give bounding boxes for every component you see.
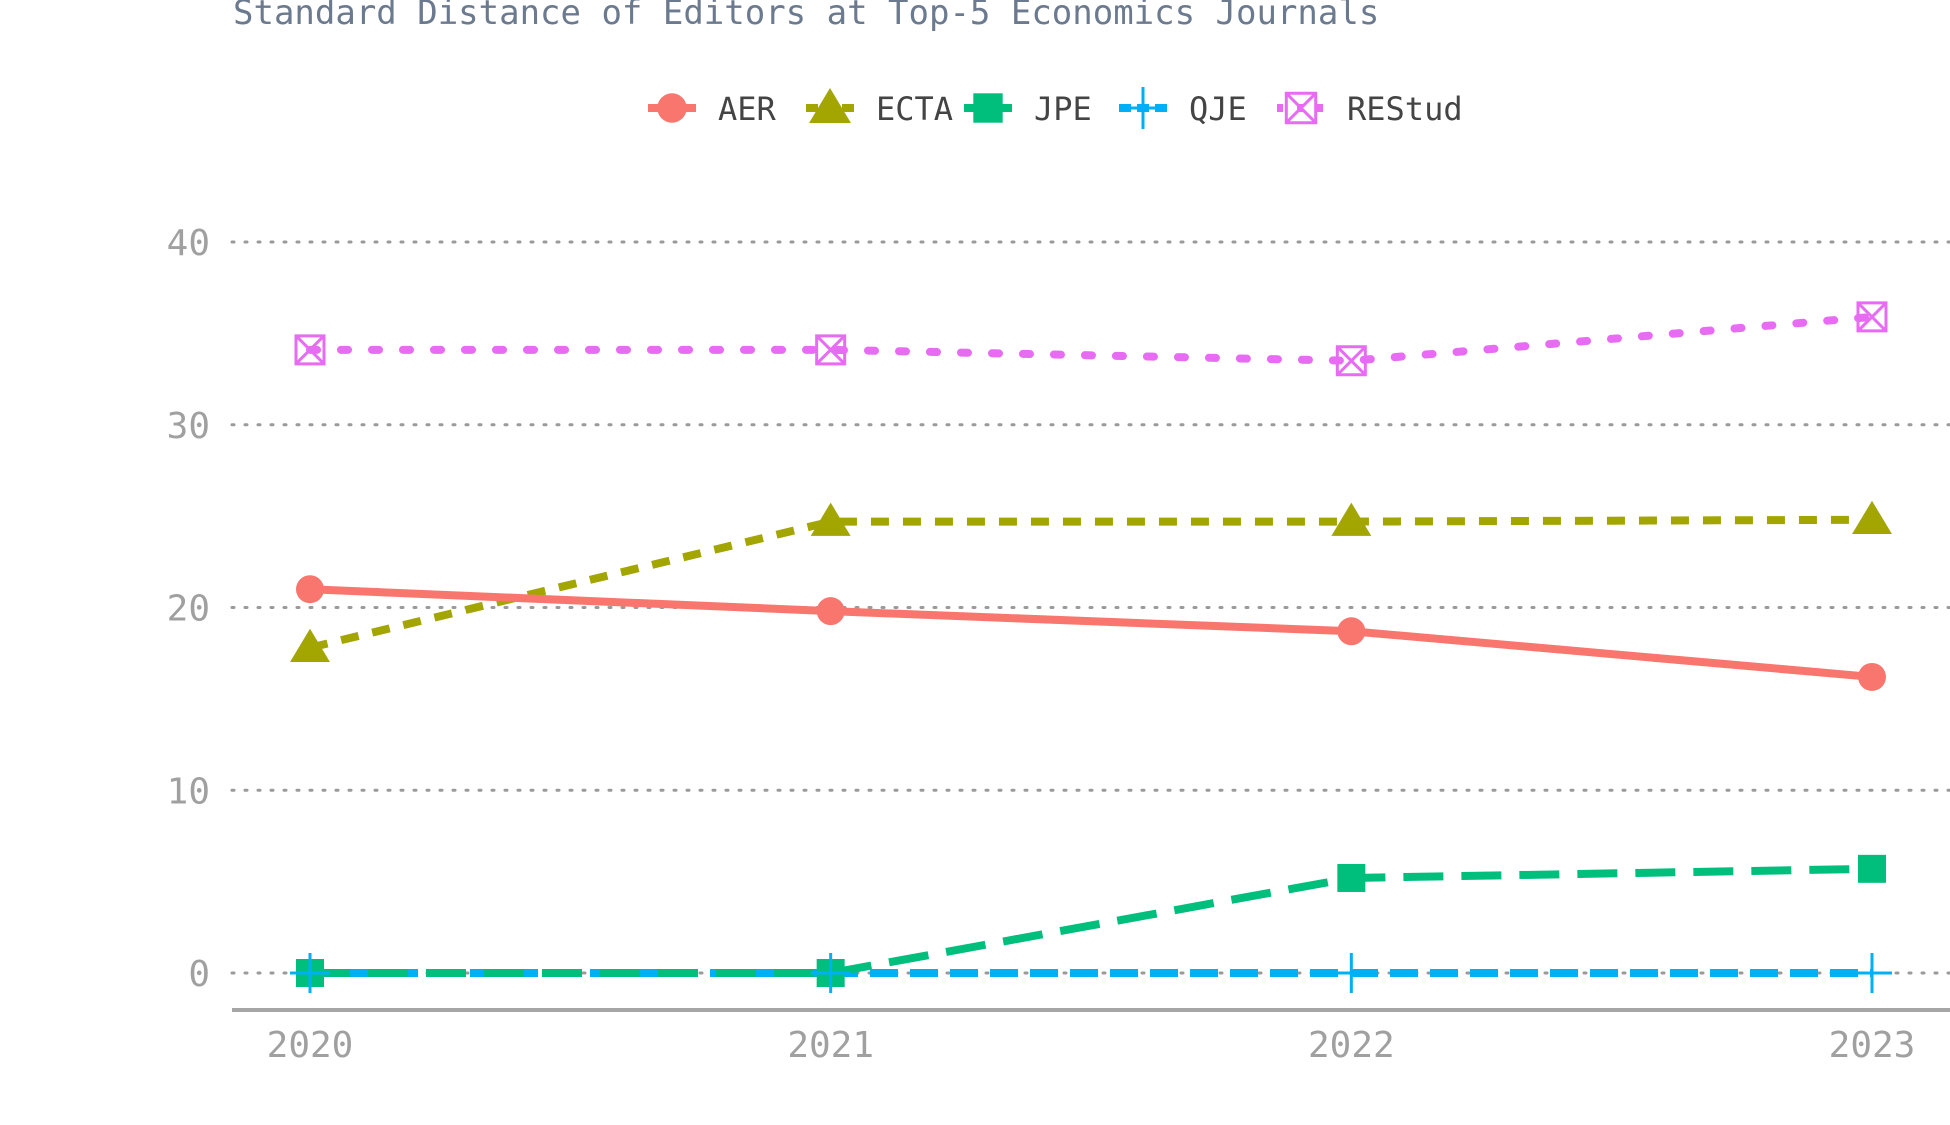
- data-point-restud: [815, 334, 847, 366]
- legend-label-jpe: JPE: [1034, 90, 1092, 128]
- series-lines: [306, 312, 1876, 977]
- series-line-ecta: [309, 515, 1873, 652]
- series-line-jpe: [310, 864, 1873, 977]
- series-markers: [290, 301, 1892, 993]
- data-point-ecta: [810, 502, 851, 536]
- x-tick-label: 2021: [787, 1025, 874, 1066]
- legend-key-marker-aer: [657, 93, 687, 123]
- legend-label-aer: AER: [718, 90, 777, 128]
- data-point-restud: [1856, 301, 1888, 333]
- x-tick-label: 2022: [1308, 1025, 1395, 1066]
- x-tick-label: 2023: [1829, 1025, 1916, 1066]
- x-axis-ticks: 2020 2021 2022 2023: [267, 1025, 1916, 1066]
- y-tick-label: 20: [167, 589, 210, 630]
- legend-key-marker-qje: [1122, 87, 1164, 129]
- data-point-aer: [296, 575, 324, 604]
- legend-key-marker-jpe: [973, 93, 1003, 123]
- x-tick-label: 2020: [267, 1025, 354, 1066]
- legend-label-restud: REStud: [1347, 90, 1463, 128]
- data-point-aer: [1858, 662, 1886, 691]
- data-point-ecta: [290, 628, 330, 662]
- data-point-qje: [810, 953, 851, 993]
- y-axis-ticks: 0 10 20 30 40: [167, 223, 210, 995]
- data-point-aer: [1337, 617, 1366, 646]
- y-tick-label: 0: [188, 954, 210, 995]
- data-point-jpe: [1858, 854, 1886, 883]
- data-point-restud: [294, 334, 326, 366]
- legend-key-marker-ecta: [809, 88, 851, 123]
- data-point-restud: [1335, 345, 1367, 377]
- data-point-qje: [1852, 953, 1892, 993]
- chart-title: Standard Distance of Editors at Top-5 Ec…: [233, 0, 1379, 33]
- series-line-restud: [306, 312, 1876, 365]
- data-point-qje: [1331, 953, 1372, 993]
- legend: AER ECTA JPE QJE REStud: [648, 87, 1463, 129]
- legend-label-qje: QJE: [1189, 90, 1247, 128]
- legend-key-marker-restud: [1284, 91, 1318, 125]
- series-line-aer: [309, 585, 1873, 681]
- data-point-aer: [816, 597, 845, 626]
- y-tick-label: 40: [167, 223, 210, 264]
- data-point-ecta: [1852, 500, 1892, 535]
- data-point-qje: [290, 953, 330, 993]
- legend-label-ecta: ECTA: [876, 90, 953, 128]
- data-point-jpe: [1337, 863, 1366, 892]
- y-tick-label: 30: [167, 406, 210, 447]
- y-tick-label: 10: [167, 771, 210, 812]
- data-point-ecta: [1331, 502, 1372, 536]
